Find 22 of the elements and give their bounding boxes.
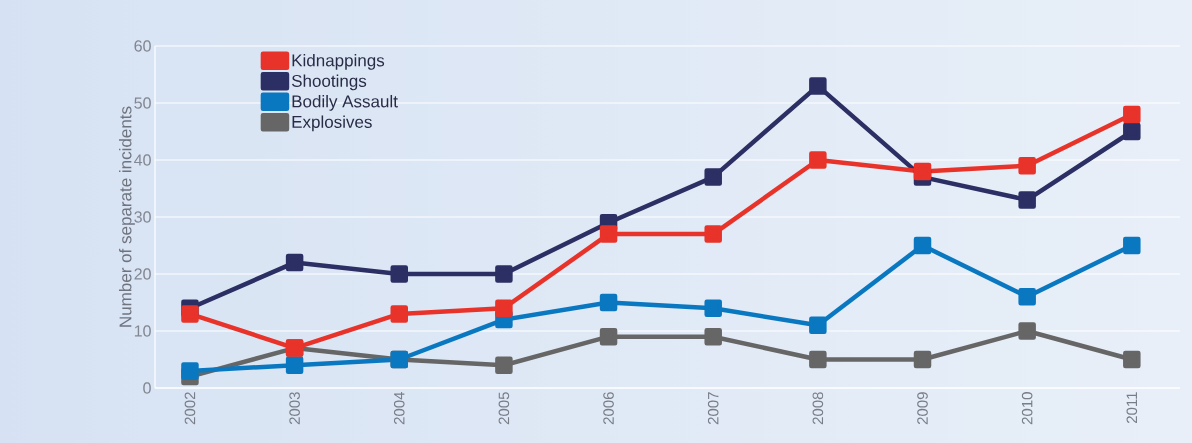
x-tick-label: 2011 xyxy=(1126,392,1138,424)
y-tick-label: 10 xyxy=(134,325,151,337)
legend-label: Kidnappings xyxy=(292,53,385,70)
y-tick-label: 40 xyxy=(134,154,151,166)
y-tick-label: 30 xyxy=(134,211,151,223)
x-tick-label: 2003 xyxy=(289,392,300,425)
legend-label: Shootings xyxy=(291,74,367,91)
y-tick-label: 60 xyxy=(134,40,151,52)
legend-label: Bodily Assault xyxy=(292,94,398,111)
x-tick-label: 2007 xyxy=(707,392,719,425)
x-tick-label: 2002 xyxy=(184,392,196,425)
y-axis-title: Number of separate incidents xyxy=(119,106,135,327)
legend-label: Explosives xyxy=(292,115,372,132)
y-tick-label: 0 xyxy=(143,382,151,394)
y-tick-label: 20 xyxy=(134,268,151,280)
x-tick-label: 2004 xyxy=(393,391,405,425)
x-tick-label: 2006 xyxy=(603,392,614,425)
x-tick-label: 2010 xyxy=(1021,392,1033,425)
x-tick-label: 2009 xyxy=(917,392,928,425)
x-tick-label: 2008 xyxy=(812,392,824,425)
x-tick-label: 2005 xyxy=(498,392,510,425)
y-tick-label: 50 xyxy=(134,97,151,109)
